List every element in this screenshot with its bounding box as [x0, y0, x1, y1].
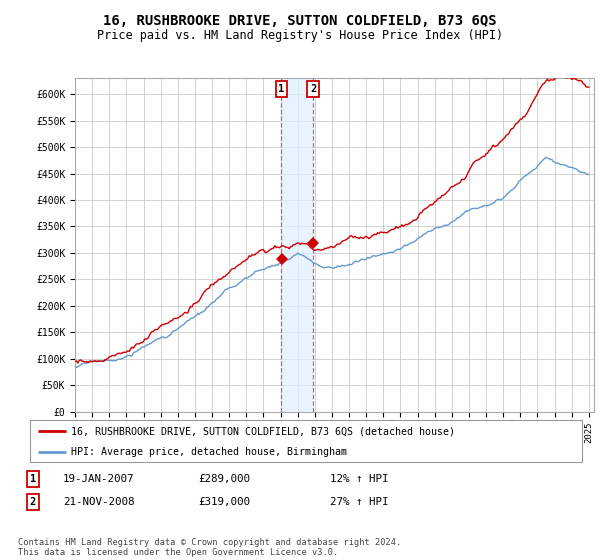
Text: £319,000: £319,000 [198, 497, 250, 507]
Text: 12% ↑ HPI: 12% ↑ HPI [330, 474, 389, 484]
Text: 1: 1 [278, 84, 284, 94]
Text: 19-JAN-2007: 19-JAN-2007 [63, 474, 134, 484]
Text: 2: 2 [30, 497, 36, 507]
Text: 21-NOV-2008: 21-NOV-2008 [63, 497, 134, 507]
Text: HPI: Average price, detached house, Birmingham: HPI: Average price, detached house, Birm… [71, 447, 347, 458]
Text: £289,000: £289,000 [198, 474, 250, 484]
Text: 2: 2 [310, 84, 316, 94]
Text: 16, RUSHBROOKE DRIVE, SUTTON COLDFIELD, B73 6QS: 16, RUSHBROOKE DRIVE, SUTTON COLDFIELD, … [103, 14, 497, 28]
Text: Contains HM Land Registry data © Crown copyright and database right 2024.
This d: Contains HM Land Registry data © Crown c… [18, 538, 401, 557]
Text: 27% ↑ HPI: 27% ↑ HPI [330, 497, 389, 507]
Bar [281, 78, 313, 412]
Text: 1: 1 [30, 474, 36, 484]
Text: Price paid vs. HM Land Registry's House Price Index (HPI): Price paid vs. HM Land Registry's House … [97, 29, 503, 42]
Text: 16, RUSHBROOKE DRIVE, SUTTON COLDFIELD, B73 6QS (detached house): 16, RUSHBROOKE DRIVE, SUTTON COLDFIELD, … [71, 426, 455, 436]
